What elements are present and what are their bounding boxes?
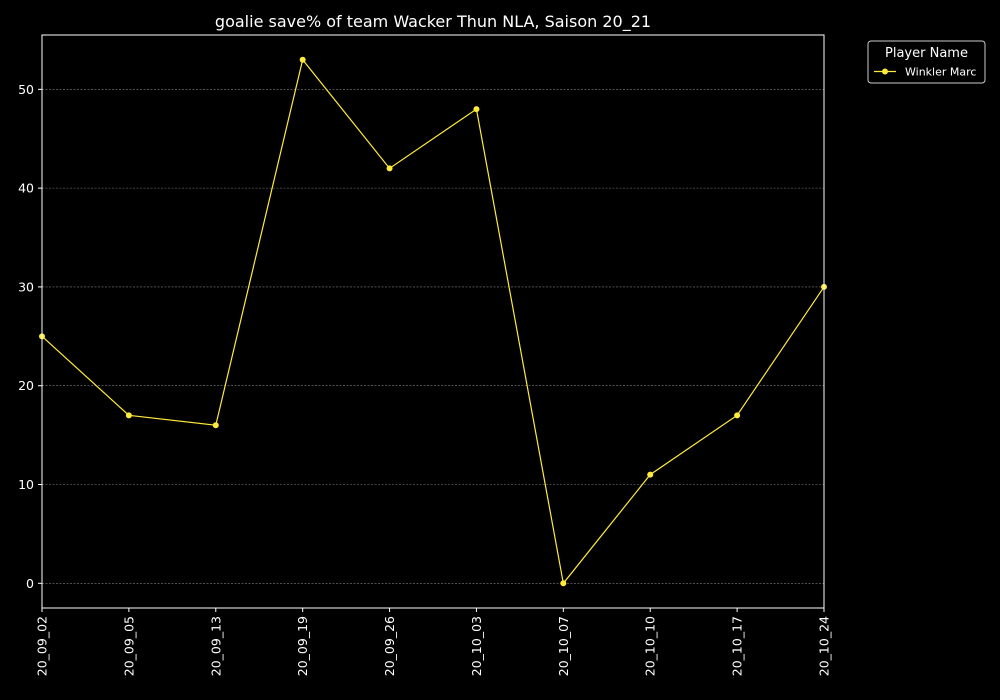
data-point-winkler-marc-20_10_03 [473,106,480,113]
x-tick-label: 20_09_13 [208,616,223,676]
x-tick-label: 20_09_02 [35,616,50,676]
x-tick-label: 20_09_19 [295,616,310,676]
x-tick-label: 20_09_05 [121,616,136,676]
y-tick-label: 20 [18,378,34,393]
y-tick-label: 40 [18,181,34,196]
data-point-winkler-marc-20_10_17 [734,412,741,419]
legend-marker-winkler-marc [882,68,888,75]
data-point-winkler-marc-20_09_05 [125,412,132,419]
legend-box [867,40,986,84]
y-tick-label: 0 [26,576,34,591]
x-tick-label: 20_10_03 [469,616,484,676]
y-tick-label: 10 [18,477,34,492]
series-line-winkler-marc [41,58,825,585]
chart-title: goalie save% of team Wacker Thun NLA, Sa… [215,12,651,32]
y-tick-label: 50 [18,82,34,97]
plot-frame [41,34,825,609]
data-point-winkler-marc-20_10_07 [560,580,567,587]
legend-title: Player Name [885,46,968,61]
legend: Player Name Winkler Marc [867,40,986,84]
data-point-winkler-marc-20_09_26 [386,165,393,172]
x-axis: 20_09_02 20_09_05 20_09_13 20_09_19 20_09_26… [35,608,832,676]
x-tick-label: 20_10_24 [817,616,832,676]
x-tick-label: 20_10_07 [556,616,571,676]
data-point-winkler-marc-20_09_19 [299,56,306,63]
grid [42,89,824,584]
legend-entry-winkler-marc: Winkler Marc [905,66,976,79]
y-tick-label: 30 [18,279,34,294]
y-axis: 0 10 20 30 40 50 [18,82,42,591]
data-point-winkler-marc-20_09_13 [212,422,219,429]
data-point-winkler-marc-20_10_10 [647,471,654,478]
x-tick-label: 20_10_17 [730,616,745,676]
x-tick-label: 20_09_26 [382,616,397,676]
x-tick-label: 20_10_10 [643,616,658,676]
